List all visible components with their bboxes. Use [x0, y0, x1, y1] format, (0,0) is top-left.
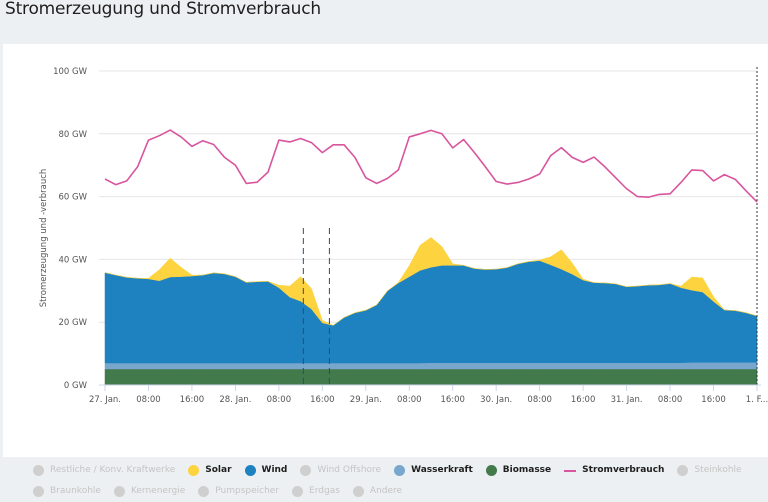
legend-label: Erdgas: [309, 486, 340, 496]
legend-label: Biomasse: [502, 465, 552, 475]
area-wind[interactable]: [104, 260, 758, 364]
legend-label: Kernenergie: [130, 486, 186, 496]
legend-item-wind-offshore[interactable]: Wind Offshore: [300, 460, 381, 481]
legend-label: Wind Offshore: [317, 465, 382, 475]
x-tick-label: 16:00: [701, 395, 726, 405]
y-tick-label: 0 GW: [64, 381, 88, 391]
area-series: [104, 237, 758, 386]
legend-dot-icon: [188, 465, 200, 476]
legend-item-restliche-konv-kraftwerke[interactable]: Restliche / Konv. Kraftwerke: [33, 460, 175, 481]
x-tick-label: 08:00: [658, 395, 683, 405]
chart-legend: Restliche / Konv. Kraftwerke Solar Wind Win…: [33, 460, 768, 502]
legend-label: Braunkohle: [50, 486, 101, 496]
chart-card: 0 GW 20 GW 40 GW 60 GW 80 GW 100 GW 27. Jan. 0…: [3, 44, 768, 497]
x-tick-label: 1. F...: [746, 395, 768, 405]
line-stromverbrauch[interactable]: [104, 129, 758, 203]
legend-dot-icon: [33, 486, 44, 497]
x-tick-label: 16:00: [310, 395, 335, 405]
x-tick-label: 16:00: [440, 395, 465, 405]
legend-line-icon: [564, 469, 577, 472]
y-tick-label: 20 GW: [58, 318, 87, 328]
legend-item-stromverbrauch[interactable]: Stromverbrauch: [564, 460, 664, 481]
legend-item-steinkohle[interactable]: Steinkohle: [677, 460, 742, 481]
x-axis-ticks: 27. Jan. 08:00 16:00 28. Jan. 08:00 16:00 29. …: [89, 384, 768, 405]
legend-item-erdgas[interactable]: Erdgas: [292, 481, 340, 502]
legend-dot-icon: [485, 465, 497, 476]
legend-dot-icon: [300, 465, 312, 476]
legend-dot-icon: [394, 465, 406, 476]
x-tick-label: 08:00: [136, 395, 161, 405]
area-wasserkraft[interactable]: [104, 362, 758, 370]
x-tick-label: 16:00: [180, 395, 205, 405]
x-tick-label: 29. Jan.: [350, 395, 382, 405]
legend-label: Pumpspeicher: [215, 486, 280, 496]
legend-label: Restliche / Konv. Kraftwerke: [50, 465, 176, 475]
y-tick-label: 60 GW: [58, 193, 87, 203]
x-tick-label: 31. Jan.: [611, 395, 643, 405]
legend-item-solar[interactable]: Solar: [188, 460, 232, 481]
line-series: [104, 129, 758, 203]
x-tick-label: 30. Jan.: [480, 395, 512, 405]
legend-dot-icon: [244, 465, 256, 476]
reference-lines: [302, 67, 758, 385]
legend-label: Wasserkraft: [411, 465, 473, 475]
legend-item-kernenergie[interactable]: Kernenergie: [113, 481, 186, 502]
legend-dot-icon: [33, 465, 44, 476]
legend-item-wasserkraft[interactable]: Wasserkraft: [394, 460, 473, 481]
y-tick-label: 80 GW: [58, 130, 87, 140]
legend-row: Restliche / Konv. Kraftwerke Solar Wind Win…: [33, 460, 768, 481]
x-tick-label: 08:00: [267, 395, 292, 405]
legend-label: Andere: [369, 486, 403, 496]
y-tick-label: 40 GW: [58, 255, 87, 265]
legend-label: Solar: [205, 465, 232, 475]
x-tick-label: 28. Jan.: [219, 395, 251, 405]
legend-dot-icon: [677, 465, 689, 476]
legend-item-andere[interactable]: Andere: [352, 481, 403, 502]
legend-item-braunkohle[interactable]: Braunkohle: [33, 481, 101, 502]
legend-label: Stromverbrauch: [582, 465, 665, 475]
legend-dot-icon: [352, 486, 364, 497]
x-tick-label: 27. Jan.: [89, 395, 121, 405]
legend-row: Braunkohle Kernenergie Pumpspeicher Erdgas A…: [33, 481, 768, 502]
x-tick-label: 16:00: [571, 395, 596, 405]
legend-label: Wind: [261, 465, 288, 475]
legend-dot-icon: [198, 486, 210, 497]
legend-label: Steinkohle: [694, 465, 742, 475]
legend-dot-icon: [113, 486, 125, 497]
legend-item-biomasse[interactable]: Biomasse: [485, 460, 552, 481]
x-tick-label: 08:00: [397, 395, 422, 405]
y-axis-ticks: 0 GW 20 GW 40 GW 60 GW 80 GW 100 GW: [53, 67, 88, 391]
legend-dot-icon: [292, 486, 304, 497]
y-tick-label: 100 GW: [53, 67, 88, 77]
y-axis-title: Stromerzeugung und -verbrauch: [39, 169, 49, 308]
legend-item-wind[interactable]: Wind: [244, 460, 288, 481]
legend-item-pumpspeicher[interactable]: Pumpspeicher: [198, 481, 279, 502]
area-biomasse[interactable]: [104, 368, 758, 386]
x-tick-label: 08:00: [527, 395, 552, 405]
page-title: Stromerzeugung und Stromverbrauch: [5, 0, 321, 19]
